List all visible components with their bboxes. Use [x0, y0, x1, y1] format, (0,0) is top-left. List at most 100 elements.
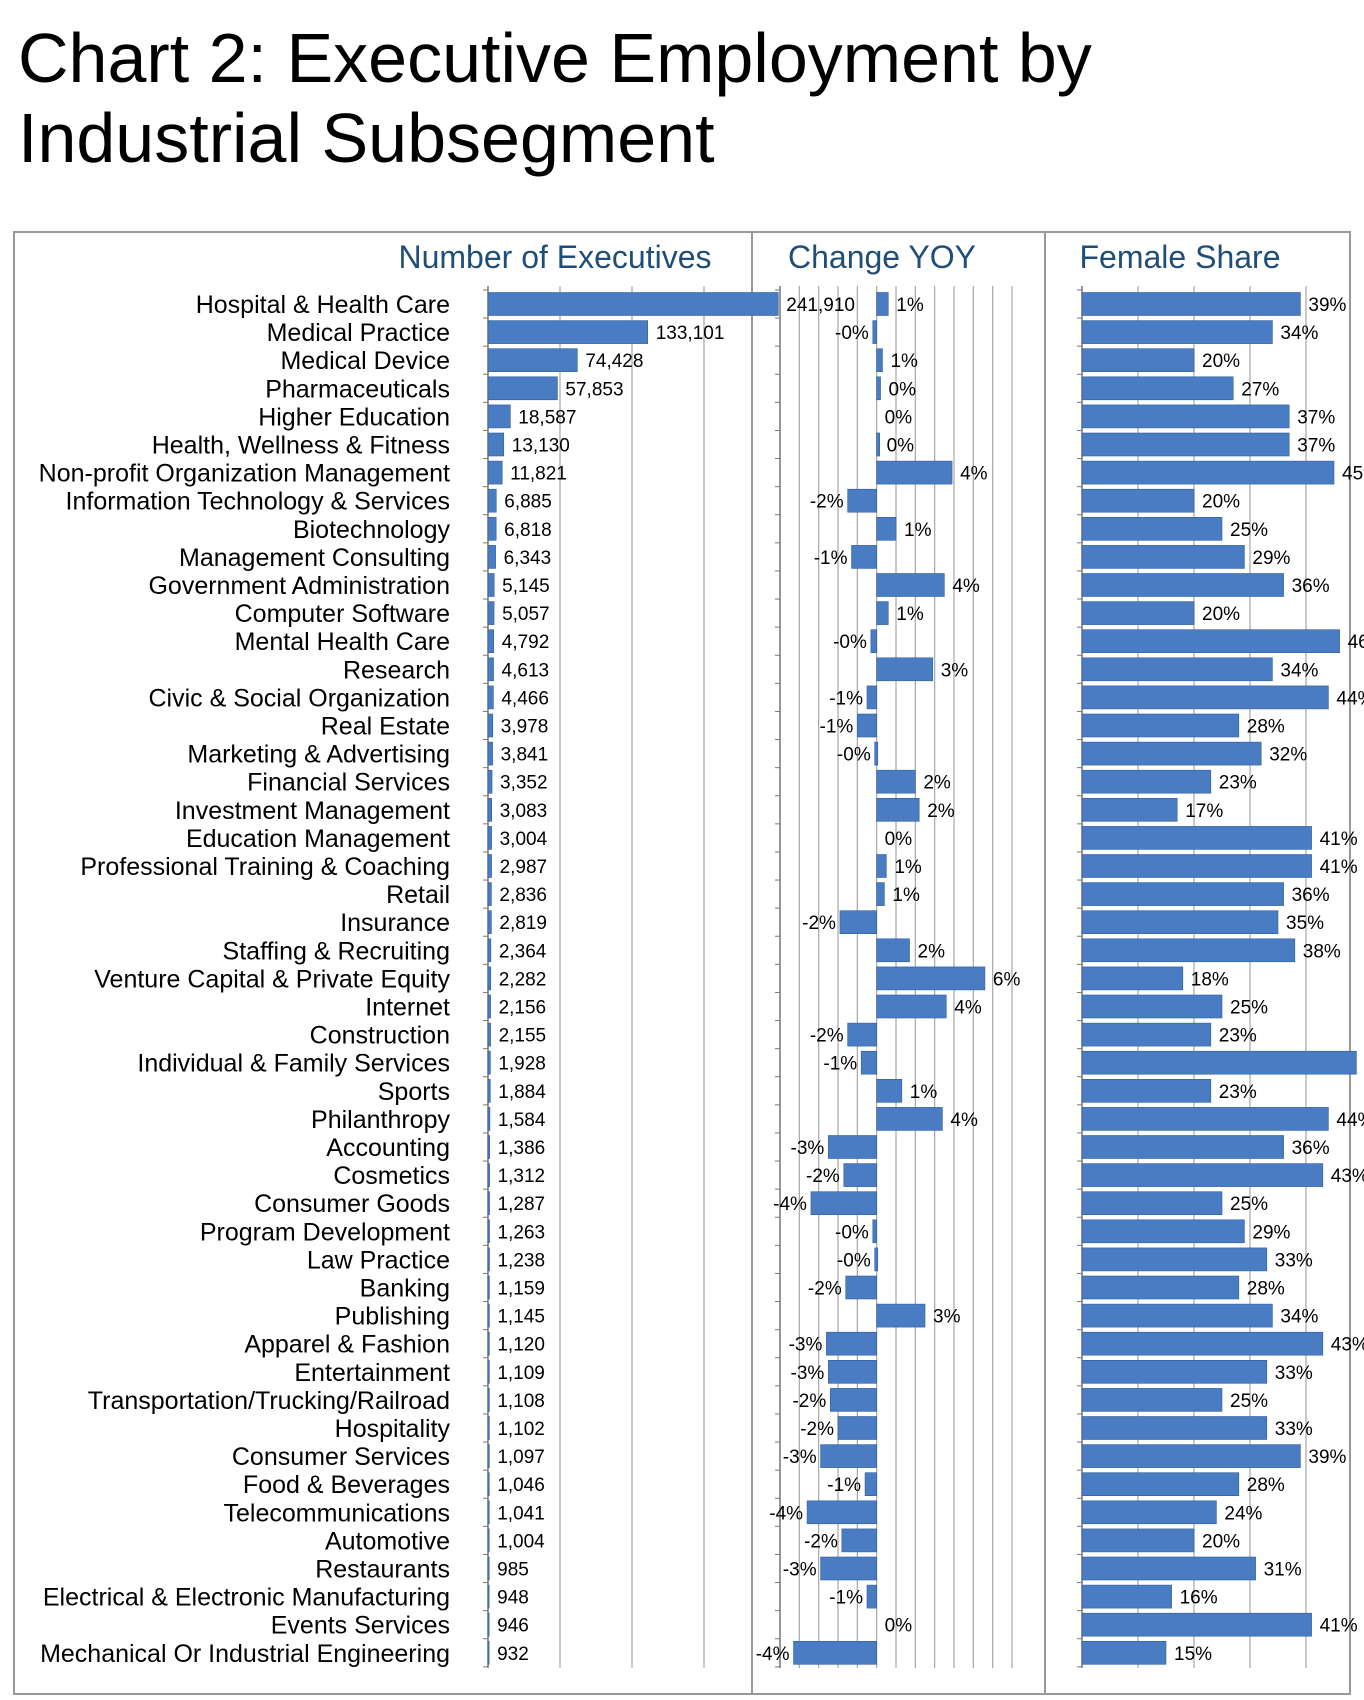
bar-executives — [487, 1331, 490, 1356]
value-label-change-yoy: 4% — [954, 998, 982, 1019]
category-label: Program Development — [200, 1218, 450, 1246]
value-label-female-share: 44% — [1336, 688, 1364, 709]
bar-change-yoy — [810, 1191, 877, 1215]
value-label-change-yoy: 2% — [918, 941, 946, 962]
value-label-change-yoy: -0% — [835, 1222, 869, 1243]
bar-change-yoy — [876, 1303, 926, 1328]
value-label-change-yoy: 0% — [885, 1616, 913, 1637]
value-label-female-share: 23% — [1219, 1026, 1257, 1047]
category-label: Medical Device — [280, 347, 450, 375]
bar-change-yoy — [857, 713, 877, 738]
category-label: Information Technology & Services — [66, 488, 450, 516]
value-label-female-share: 20% — [1202, 1531, 1240, 1552]
value-label-change-yoy: 0% — [887, 436, 915, 457]
bar-female-share — [1081, 854, 1312, 878]
bar-executives — [487, 1612, 490, 1637]
value-label-change-yoy: -1% — [827, 1475, 861, 1496]
category-label: Mechanical Or Industrial Engineering — [40, 1640, 450, 1668]
category-label: Publishing — [335, 1303, 450, 1331]
bar-executives — [487, 516, 497, 541]
bar-change-yoy — [820, 1444, 877, 1468]
bar-change-yoy — [876, 966, 986, 991]
bar-change-yoy — [866, 685, 877, 710]
value-label-change-yoy: -1% — [829, 688, 863, 709]
value-label-female-share: 45% — [1342, 464, 1364, 485]
value-label-change-yoy: 3% — [933, 1307, 961, 1328]
bar-executives — [487, 882, 492, 906]
bar-change-yoy — [874, 1247, 879, 1272]
value-label-executives: 1,041 — [497, 1503, 545, 1524]
value-label-executives: 3,083 — [500, 801, 548, 822]
value-label-change-yoy: 2% — [923, 773, 951, 794]
category-label: Professional Training & Coaching — [80, 853, 450, 881]
bar-change-yoy — [876, 1107, 943, 1131]
value-label-executives: 4,466 — [501, 688, 549, 709]
panel-header-executives: Number of Executives — [398, 239, 711, 275]
value-label-female-share: 15% — [1174, 1644, 1212, 1665]
value-label-change-yoy: 1% — [894, 857, 922, 878]
bar-change-yoy — [847, 1022, 877, 1047]
value-label-female-share: 20% — [1202, 604, 1240, 625]
value-label-female-share: 33% — [1275, 1250, 1313, 1271]
bar-change-yoy — [828, 1360, 877, 1384]
value-label-executives: 2,155 — [499, 1026, 547, 1047]
bar-executives — [487, 348, 578, 373]
bar-executives — [487, 657, 494, 682]
value-label-executives: 1,046 — [497, 1475, 545, 1496]
bar-executives — [487, 1050, 491, 1075]
bar-change-yoy — [829, 1388, 877, 1412]
bar-change-yoy — [872, 320, 877, 344]
bar-change-yoy — [876, 348, 883, 373]
value-label-executives: 1,097 — [497, 1447, 545, 1468]
chart-title: Chart 2: Executive Employment by Industr… — [18, 18, 1318, 178]
category-label: Insurance — [340, 909, 450, 937]
value-label-change-yoy: -0% — [833, 632, 867, 653]
bar-female-share — [1081, 882, 1284, 906]
value-label-female-share: 16% — [1180, 1588, 1218, 1609]
value-label-change-yoy: -2% — [792, 1391, 826, 1412]
category-label: Food & Beverages — [243, 1471, 450, 1499]
category-label: Restaurants — [315, 1556, 450, 1584]
bar-change-yoy — [876, 516, 897, 541]
value-label-change-yoy: 0% — [885, 407, 913, 428]
category-label: Apparel & Fashion — [244, 1331, 450, 1359]
category-label: Research — [343, 656, 450, 684]
bar-executives — [487, 797, 492, 822]
value-label-female-share: 39% — [1308, 1447, 1346, 1468]
value-label-female-share: 39% — [1308, 295, 1346, 316]
panel-header-change-yoy: Change YOY — [788, 239, 976, 275]
bar-female-share — [1081, 1500, 1217, 1525]
value-label-change-yoy: 1% — [896, 604, 924, 625]
category-label: Events Services — [271, 1612, 450, 1640]
bar-female-share — [1081, 320, 1273, 344]
bar-female-share — [1081, 516, 1223, 541]
category-label: Philanthropy — [311, 1106, 450, 1134]
category-label: Internet — [365, 994, 450, 1022]
category-label: Investment Management — [175, 797, 450, 825]
bar-change-yoy — [864, 1472, 877, 1496]
value-label-executives: 985 — [497, 1560, 529, 1581]
bar-executives — [487, 460, 503, 485]
value-label-female-share: 37% — [1297, 436, 1335, 457]
bar-female-share — [1081, 460, 1335, 485]
bar-executives — [487, 404, 511, 429]
value-label-change-yoy: 1% — [896, 295, 924, 316]
category-label: Biotechnology — [293, 516, 451, 544]
value-label-female-share: 37% — [1297, 407, 1335, 428]
value-label-female-share: 20% — [1202, 351, 1240, 372]
bar-executives — [487, 685, 494, 710]
bar-female-share — [1081, 1331, 1324, 1356]
category-label: Financial Services — [247, 769, 450, 797]
value-label-change-yoy: -4% — [773, 1194, 807, 1215]
bar-female-share — [1081, 1416, 1268, 1440]
bar-change-yoy — [845, 1275, 877, 1300]
value-label-executives: 946 — [497, 1616, 529, 1637]
bar-female-share — [1081, 545, 1245, 569]
value-label-change-yoy: -2% — [804, 1531, 838, 1552]
bar-executives — [487, 741, 493, 766]
value-label-female-share: 43% — [1331, 1166, 1364, 1187]
value-label-executives: 4,613 — [502, 660, 550, 681]
bar-change-yoy — [820, 1556, 877, 1581]
value-label-executives: 3,841 — [501, 745, 549, 766]
bar-executives — [487, 1247, 490, 1272]
